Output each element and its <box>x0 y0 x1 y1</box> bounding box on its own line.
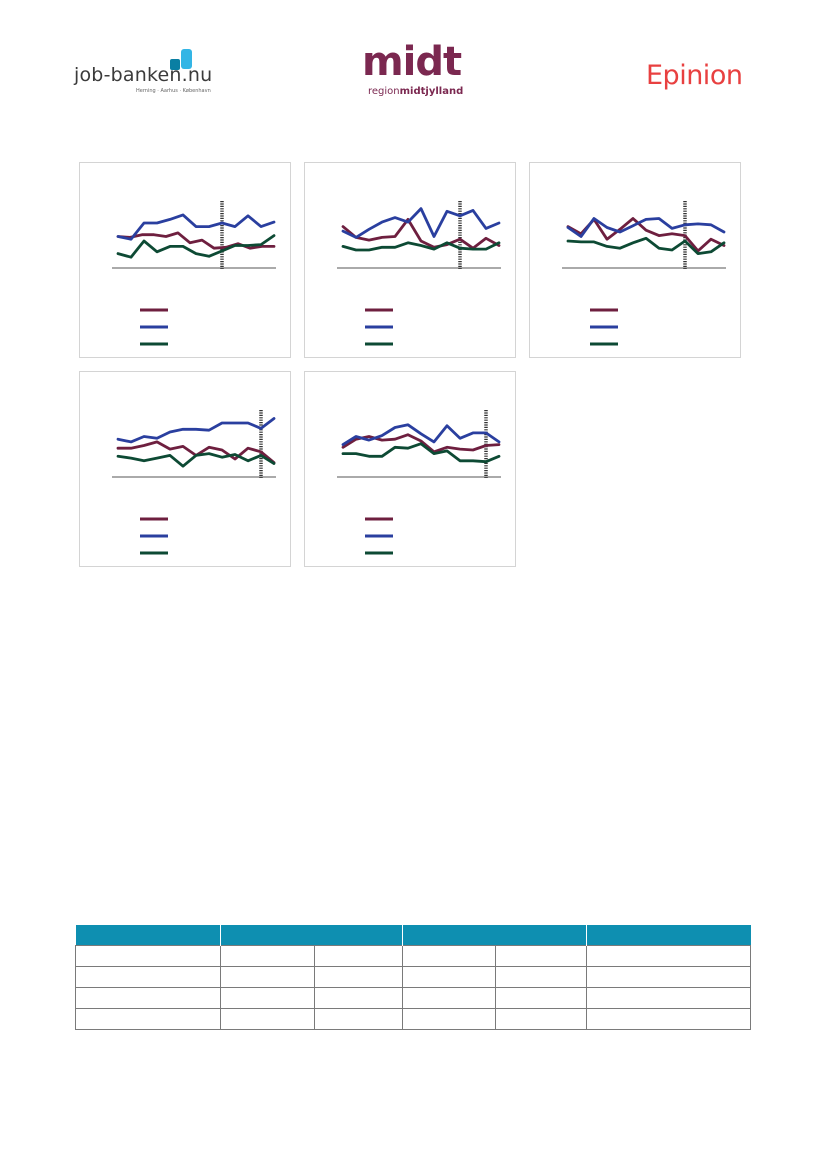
chart-panel-3 <box>529 162 741 358</box>
series-line-3 <box>116 234 276 259</box>
table-cell <box>75 1008 221 1030</box>
chart-svg-1 <box>112 201 276 346</box>
series-line-2 <box>341 207 501 239</box>
series-line-2 <box>116 213 276 241</box>
table-cell <box>75 987 221 1009</box>
series-line-1 <box>341 218 501 250</box>
chart-svg-5 <box>337 410 501 555</box>
chart-panel-2 <box>304 162 516 358</box>
series-line-1 <box>116 231 276 250</box>
midt-subtitle-region: region <box>368 86 400 97</box>
series-line-2 <box>341 423 501 446</box>
table-row <box>75 1008 751 1030</box>
table-cell <box>495 1008 587 1030</box>
header-cell-group-2 <box>402 925 587 946</box>
midt-subtitle-midtjylland: midtjylland <box>399 86 464 97</box>
midt-wordmark: midt <box>362 39 462 85</box>
jobbanken-logo: job-banken.nu Herning · Aarhus · Københa… <box>74 46 224 98</box>
series-line-3 <box>116 452 276 468</box>
table-row <box>75 945 751 967</box>
table-cell <box>314 1008 403 1030</box>
table-cell <box>314 945 403 967</box>
midt-subtitle: regionmidtjylland <box>368 86 463 97</box>
table-cell <box>495 966 587 988</box>
table-cell <box>75 966 221 988</box>
series-line-3 <box>341 442 501 464</box>
table-cell <box>402 945 496 967</box>
table-cell <box>402 987 496 1009</box>
table-cell <box>220 966 315 988</box>
chart-panel-4 <box>79 371 291 567</box>
table-cell <box>402 966 496 988</box>
header-cell-group-1 <box>220 925 403 946</box>
chart-svg-3 <box>562 201 726 346</box>
chart-panel-5 <box>304 371 516 567</box>
series-line-1 <box>341 433 501 454</box>
table-cell <box>586 1008 751 1030</box>
table-row <box>75 987 751 1009</box>
series-line-2 <box>116 417 276 444</box>
table-cell <box>495 987 587 1009</box>
table-cell <box>586 987 751 1009</box>
table-cell <box>495 945 587 967</box>
header-cell-last <box>586 925 751 946</box>
epinion-logo: Epinion <box>646 60 743 91</box>
jobbanken-tagline: Herning · Aarhus · København <box>136 88 211 94</box>
jobbanken-wordmark: job-banken.nu <box>74 64 213 86</box>
chart-panel-1 <box>79 162 291 358</box>
table-cell <box>220 1008 315 1030</box>
logo-square-light <box>181 49 192 69</box>
table-cell <box>586 966 751 988</box>
series-line-2 <box>566 217 726 238</box>
table-cell <box>220 987 315 1009</box>
chart-svg-2 <box>337 201 501 346</box>
table-cell <box>586 945 751 967</box>
table-row <box>75 966 751 988</box>
midt-logo: midt regionmidtjylland <box>362 40 466 100</box>
table-cell <box>314 966 403 988</box>
chart-svg-4 <box>112 410 276 555</box>
table-cell <box>220 945 315 967</box>
table-cell <box>402 1008 496 1030</box>
table-cell <box>314 987 403 1009</box>
table-cell <box>75 945 221 967</box>
series-line-3 <box>341 241 501 252</box>
table-header-row <box>75 925 751 946</box>
series-line-3 <box>566 236 726 255</box>
data-table <box>75 925 751 1030</box>
logo-square-dark <box>170 59 180 70</box>
header-cell-label <box>75 925 221 946</box>
